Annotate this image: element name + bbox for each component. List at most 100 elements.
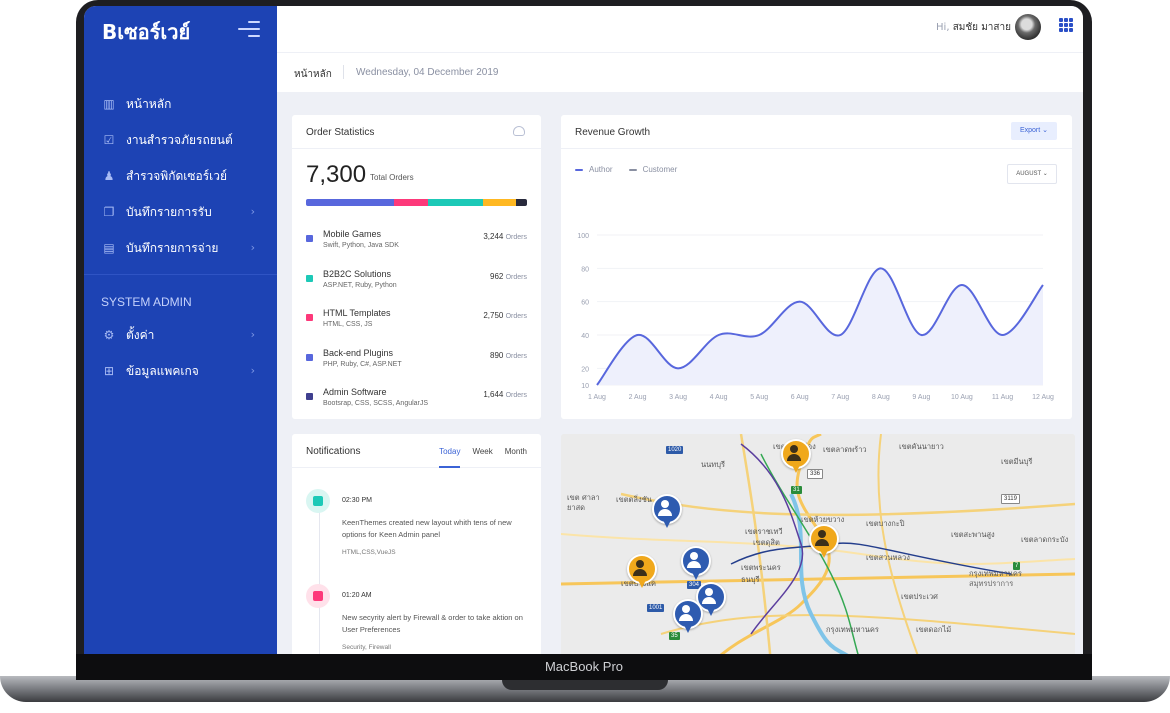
x-tick-label: 9 Aug [912,394,930,401]
timeline-dot [306,584,330,608]
card-header: Order Statistics [292,115,541,149]
category-color-swatch [306,274,313,282]
map-marker-customer[interactable] [673,599,703,635]
tab-week[interactable]: Week [472,447,493,456]
category-color-swatch [306,235,313,242]
top-bar: Hi, สมชัย มาสาย [277,6,1083,52]
x-tick-label: 3 Aug [669,394,687,401]
sidebar-item-label: บันทึกรายการรับ [126,204,212,219]
map-label: เขตประเวศ [901,592,938,601]
road-shield: 336 [807,469,824,479]
category-color-swatch [306,353,313,361]
map-marker-customer[interactable] [696,582,726,618]
checkbox-icon: ☑ [103,133,115,147]
sidebar-divider [84,274,277,275]
count-unit: Orders [505,313,527,320]
timeline-dot [306,489,330,513]
total-orders-label: Total Orders [370,173,414,182]
road-shield: 35 [669,632,680,640]
progress-segment [427,199,483,206]
chevron-right-icon: › [250,364,255,377]
category-tech: PHP, Ruby, C#, ASP.NET [323,360,402,368]
road-shield: 304 [687,581,702,589]
timeline-tags: Security, Firewall [342,644,392,651]
category-name: Back-end Plugins [323,347,394,358]
sidebar-item-settings[interactable]: ⚙ ตั้งค่า › [84,317,277,353]
sidebar-item-label: หน้าหลัก [126,96,172,111]
count-unit: Orders [505,392,527,399]
map-label: เขตพระนคร [741,563,781,572]
map-card[interactable]: เขตดอนเมือง เขตลาดพร้าว เขตคันนายาว เขตม… [561,434,1075,654]
category-color-swatch [306,393,313,400]
layout-icon [313,496,323,506]
gift-icon: ⊞ [103,364,115,378]
list-item: Admin Software Bootsrap, CSS, SCSS, Angul… [306,387,527,417]
road-shield: 1020 [666,446,684,454]
app-screen: Bเซอร์เวย์ ▥ หน้าหลัก ☑ งานสำรวจภัยรถยนต… [84,6,1083,654]
timeline-time: 01:20 AM [342,592,372,599]
sidebar-item-label: ตั้งค่า [126,327,155,342]
revenue-chart: 10 20 40 60 80 100 1 Aug 2 Aug 3 Aug 4 Aug 5 Aug 6 … [577,233,1054,401]
category-color-swatch [306,314,313,321]
breadcrumb-divider [343,65,344,79]
sidebar-item-survey-jobs[interactable]: ☑ งานสำรวจภัยรถยนต์ [84,122,277,158]
current-date: Wednesday, 04 December 2019 [356,67,499,78]
progress-segment [394,199,428,206]
list-item: Mobile Games Swift, Python, Java SDK 3,244… [306,229,527,259]
list-item: HTML Templates HTML, CSS, JS 2,750 Orders [306,308,527,338]
notification-tabs: Today Week Month [439,434,527,468]
map-marker-surveyor[interactable] [781,439,811,475]
card-title: Notifications [306,446,361,457]
map-label: กรุงเทพมหานคร [969,569,1022,578]
x-tick-label: 1 Aug [588,394,606,401]
category-count: 890 Orders [490,350,527,360]
map-label: เขตลาดพร้าว [823,445,867,454]
sidebar-item-label: สำรวจพิกัดเซอร์เวย์ [126,168,228,183]
user-name: สมชัย มาสาย [952,22,1011,33]
sidebar-item-income[interactable]: ❐ บันทึกรายการรับ › [84,194,277,230]
sidebar: Bเซอร์เวย์ ▥ หน้าหลัก ☑ งานสำรวจภัยรถยนต… [84,6,277,654]
sidebar-section-title: SYSTEM ADMIN [101,295,192,309]
category-name: B2B2C Solutions [323,268,392,279]
x-tick-label: 12 Aug [1032,394,1054,401]
map-marker-surveyor[interactable] [809,524,839,560]
notifications-card: Notifications Today Week Month 02:30 PM … [292,434,541,654]
x-tick-label: 10 Aug [951,394,973,401]
x-tick-label: 2 Aug [629,394,647,401]
breadcrumb[interactable]: หน้าหลัก [294,69,332,80]
category-tech: ASP.NET, Ruby, Python [323,281,397,289]
tab-month[interactable]: Month [504,447,527,456]
y-tick-label: 40 [581,333,589,340]
chart-legend: Author Customer [575,165,677,174]
tab-today[interactable]: Today [439,434,461,468]
sidebar-item-expense[interactable]: ▤ บันทึกรายการจ่าย › [84,230,277,266]
sidebar-item-packages[interactable]: ⊞ ข้อมูลแพคเกจ › [84,353,277,389]
map-label: สมุทรปราการ [969,579,1014,588]
legend-item-author: Author [575,165,613,174]
card-header: Notifications Today Week Month [292,434,541,468]
map-marker-surveyor[interactable] [627,554,657,590]
export-button[interactable]: Export ⌄ [1011,122,1057,140]
user-greeting[interactable]: Hi, สมชัย มาสาย [936,20,1011,35]
bar-chart-icon: ▥ [103,97,115,111]
cloud-icon[interactable] [513,126,525,136]
list-item: Back-end Plugins PHP, Ruby, C#, ASP.NET 89… [306,348,527,378]
chevron-right-icon: › [250,241,255,254]
apps-grid-icon[interactable] [1059,18,1073,32]
sidebar-item-home[interactable]: ▥ หน้าหลัก [84,86,277,122]
map-marker-customer[interactable] [652,494,682,530]
month-select[interactable]: AUGUST ⌄ [1007,164,1057,184]
brand-logo[interactable]: Bเซอร์เวย์ [102,20,191,44]
shield-icon [313,591,323,601]
road-shield: 3119 [1001,494,1020,504]
map-label: เขต ศาลา [567,493,600,502]
y-tick-label: 60 [581,300,589,307]
map-label: เขตสะพานสูง [951,530,995,539]
legend-label: Author [589,165,613,174]
avatar[interactable] [1015,14,1041,40]
progress-segment [482,199,516,206]
sidebar-item-survey-location[interactable]: ♟ สำรวจพิกัดเซอร์เวย์ [84,158,277,194]
menu-toggle-icon[interactable] [238,21,260,37]
map-marker-customer[interactable] [681,546,711,582]
timeline-line [319,509,320,654]
